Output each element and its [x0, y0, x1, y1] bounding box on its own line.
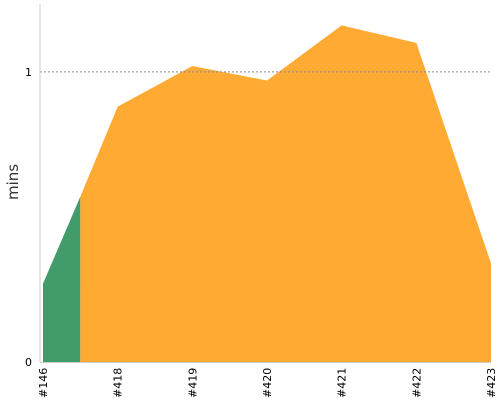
- y-tick-label: 1: [25, 66, 32, 79]
- series-area-2: [80, 25, 491, 362]
- x-tick-label: #423: [485, 368, 498, 398]
- series-areas: [43, 25, 491, 362]
- x-tick-labels: #146 #418 #419 #420 #421 #422 #423: [37, 368, 498, 398]
- y-axis-label: mins: [4, 164, 22, 200]
- series-area-1: [43, 196, 81, 362]
- x-tick-label: #418: [112, 368, 125, 398]
- x-tick-label: #419: [186, 368, 199, 398]
- y-tick-labels: 01: [25, 66, 32, 369]
- x-tick-label: #422: [410, 368, 423, 398]
- y-tick-label: 0: [25, 356, 32, 369]
- x-tick-label: #420: [261, 368, 274, 398]
- x-tick-label: #146: [37, 368, 50, 398]
- x-tick-label: #421: [336, 368, 349, 398]
